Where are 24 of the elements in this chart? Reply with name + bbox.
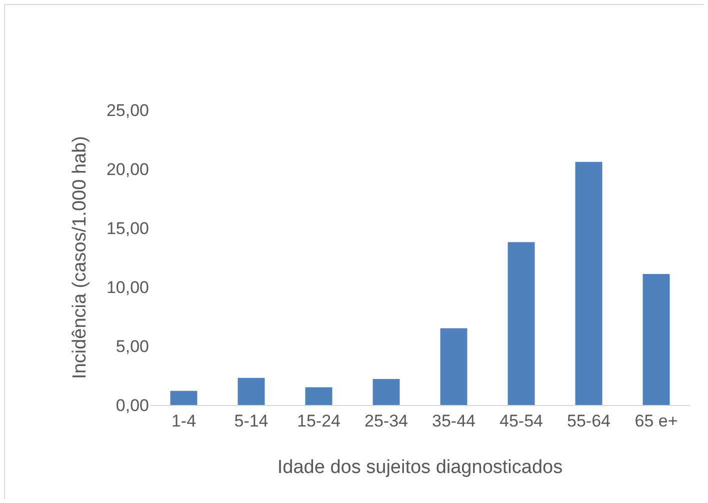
y-tick-label: 15,00 xyxy=(106,218,149,238)
x-axis-title: Idade dos sujeitos diagnosticados xyxy=(277,457,563,478)
x-tick-label: 15-24 xyxy=(297,411,340,430)
bar xyxy=(170,390,198,405)
bar xyxy=(575,162,602,405)
y-tick-label: 10,00 xyxy=(106,278,149,297)
y-tick-label: 5,00 xyxy=(116,336,149,356)
y-axis-title: Incidência (casos/1.000 hab) xyxy=(69,136,90,379)
x-tick-label: 55-64 xyxy=(567,411,610,430)
y-tick-label: 25,00 xyxy=(106,100,149,120)
x-tick-label: 35-44 xyxy=(432,411,476,430)
y-tick-label: 0,00 xyxy=(116,396,149,415)
bar xyxy=(508,242,535,405)
x-tick-label: 5-14 xyxy=(234,411,268,430)
bar xyxy=(372,379,400,405)
x-tick-label: 45-54 xyxy=(500,411,543,430)
x-tick-label: 1-4 xyxy=(171,411,196,430)
bar xyxy=(305,387,332,405)
x-tick-label: 65 e+ xyxy=(634,411,678,430)
y-tick-label: 20,00 xyxy=(106,160,149,179)
bar xyxy=(642,274,670,405)
bar xyxy=(440,328,468,405)
x-tick-label: 25-34 xyxy=(364,411,408,430)
bar xyxy=(238,378,265,405)
